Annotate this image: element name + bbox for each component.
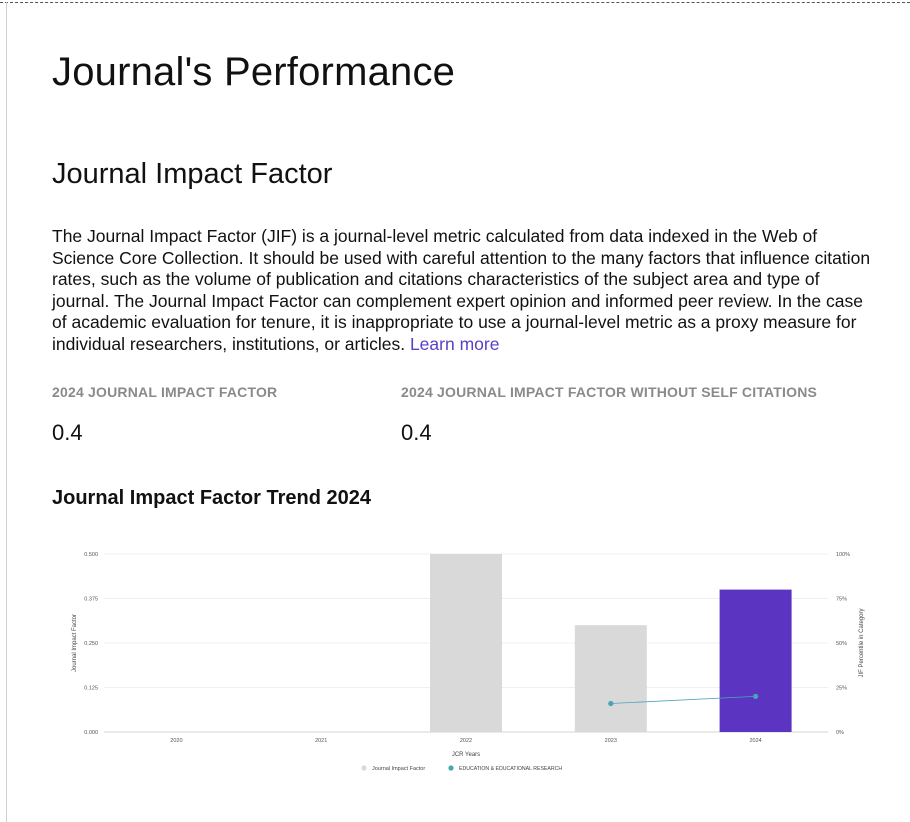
percentile-point [753,693,759,699]
y-tick-label: 0.500 [84,552,98,558]
y2-tick-label: 75% [836,597,847,603]
y-tick-label: 0.125 [84,686,98,692]
frame-left-border [6,2,7,822]
legend-label-category: EDUCATION & EDUCATIONAL RESEARCH [459,766,562,772]
y2-tick-label: 25% [836,686,847,692]
metric-jif-no-self-value: 0.4 [401,420,432,445]
legend-swatch-jif [361,765,367,771]
percentile-line [610,696,756,704]
x-tick-label: 2021 [315,738,327,744]
y2-tick-label: 100% [836,552,850,558]
x-tick-label: 2022 [460,738,472,744]
legend-swatch-category [448,765,454,771]
percentile-point [608,700,614,707]
jif-section-title: Journal Impact Factor [52,158,333,190]
frame-top-border [0,2,910,3]
metric-jif-no-self: 2024 JOURNAL IMPACT FACTOR WITHOUT SELF … [401,384,817,446]
y-tick-label: 0.000 [84,730,98,736]
bar-2022 [430,554,502,732]
bar-2023 [574,625,647,732]
y-tick-label: 0.250 [84,641,98,647]
jif-description: The Journal Impact Factor (JIF) is a jou… [52,226,876,356]
x-tick-label: 2020 [170,738,182,744]
trend-title: Journal Impact Factor Trend 2024 [52,487,371,509]
y-tick-label: 0.375 [84,597,98,603]
x-axis-label: JCR Years [452,752,480,758]
y2-tick-label: 0% [836,730,844,736]
learn-more-link[interactable]: Learn more [409,333,500,354]
metric-jif-value: 0.4 [52,420,83,445]
y2-tick-label: 50% [836,641,847,647]
x-tick-label: 2024 [749,738,761,744]
legend-label-jif: Journal Impact Factor [372,766,425,772]
jif-description-text: The Journal Impact Factor (JIF) is a jou… [52,226,871,354]
metric-jif-no-self-label: 2024 JOURNAL IMPACT FACTOR WITHOUT SELF … [401,384,818,400]
bar-2024 [719,589,792,732]
jif-trend-chart: 0.000 0.125 0.250 0.375 0.500 0% 25% 50% 75% 100%… [72,552,865,772]
y2-axis-label: JIF Percentile in Category [859,608,865,677]
y-axis-label: Journal Impact Factor [72,614,78,672]
x-tick-label: 2023 [605,738,617,744]
metric-jif-label: 2024 JOURNAL IMPACT FACTOR [52,384,278,400]
page-title: Journal's Performance [52,50,456,94]
metric-jif: 2024 JOURNAL IMPACT FACTOR 0.4 [52,384,277,446]
